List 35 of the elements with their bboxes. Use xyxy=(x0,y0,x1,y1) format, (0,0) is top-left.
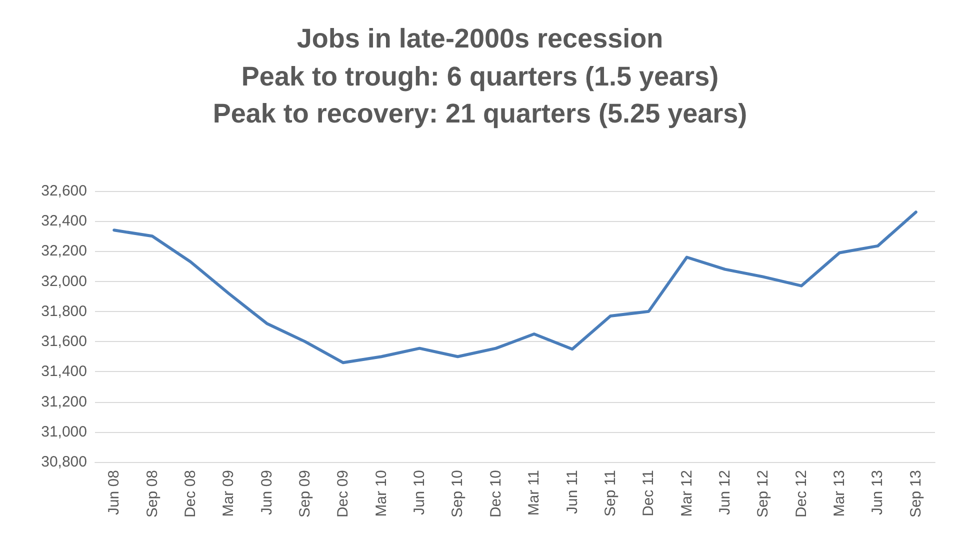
x-tick-label: Jun 11 xyxy=(564,470,581,514)
x-tick-label: Mar 12 xyxy=(678,470,696,517)
y-tick-label: 31,200 xyxy=(41,393,87,410)
x-tick-label: Mar 09 xyxy=(220,470,238,517)
x-tick-label: Jun 13 xyxy=(869,470,886,516)
y-tick-label: 31,400 xyxy=(41,363,87,380)
y-tick-label: 32,000 xyxy=(41,272,87,290)
x-tick-label: Mar 11 xyxy=(526,470,543,516)
x-tick-label: Dec 08 xyxy=(182,470,199,518)
y-tick-label: 31,800 xyxy=(41,302,87,320)
x-tick-label: Sep 10 xyxy=(449,470,466,518)
x-tick-label: Dec 09 xyxy=(334,470,352,518)
x-tick-label: Jun 12 xyxy=(716,470,734,516)
x-tick-label: Dec 10 xyxy=(487,470,504,518)
y-tick-label: 32,600 xyxy=(41,182,87,200)
x-tick-label: Sep 13 xyxy=(907,470,924,518)
x-tick-label: Sep 09 xyxy=(296,470,314,518)
x-tick-label: Mar 10 xyxy=(372,470,390,517)
chart-title: Jobs in late-2000s recession xyxy=(296,24,664,54)
y-tick-label: 32,400 xyxy=(41,212,87,230)
chart-subtitle: Peak to trough: 6 quarters (1.5 years) Peak to recovery: 21 quarters (5.25 years) xyxy=(212,62,748,128)
x-tick-label: Sep 08 xyxy=(144,470,161,518)
y-tick-label: 31,000 xyxy=(41,423,87,440)
y-tick-label: 31,600 xyxy=(41,333,87,350)
x-tick-label: Jun 10 xyxy=(411,470,428,516)
x-tick-label: Dec 11 xyxy=(640,470,658,516)
y-tick-label: 30,800 xyxy=(41,454,87,470)
y-tick-label: 32,200 xyxy=(41,242,87,260)
x-tick-label: Jun 09 xyxy=(258,470,276,516)
line-series xyxy=(112,210,918,364)
x-tick-label: Dec 12 xyxy=(792,470,810,518)
x-tick-label: Mar 13 xyxy=(831,470,848,517)
x-tick-label: Sep 11 xyxy=(602,470,619,516)
x-tick-label: Sep 12 xyxy=(754,470,772,518)
x-tick-label: Jun 08 xyxy=(106,470,123,516)
